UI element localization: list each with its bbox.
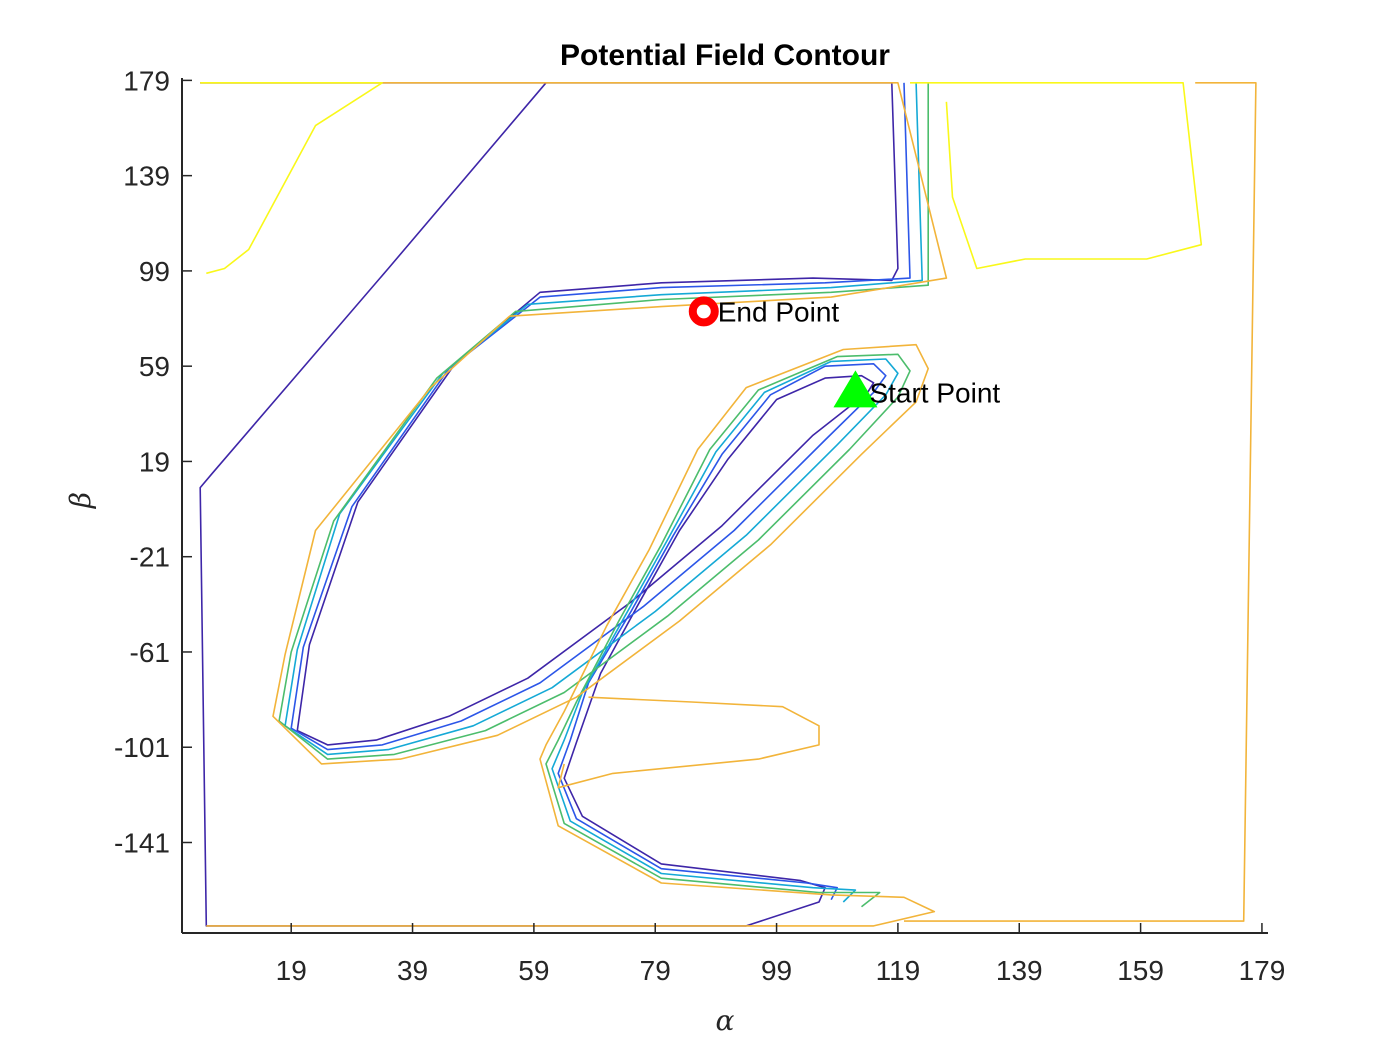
chart-title: Potential Field Contour xyxy=(560,39,890,72)
y-tick-label: 179 xyxy=(123,65,170,96)
contour-line-level-5 xyxy=(200,82,948,927)
start-point-marker xyxy=(833,370,878,408)
contour-line-level-3 xyxy=(284,82,924,903)
x-tick-label: 59 xyxy=(518,955,549,986)
end-point-marker xyxy=(688,296,719,327)
y-tick-label: -61 xyxy=(130,637,170,668)
x-tick-label: 159 xyxy=(1117,955,1164,986)
y-tick-label: 59 xyxy=(139,351,170,382)
markers: End Point Start Point xyxy=(688,296,1000,408)
end-point-label: End Point xyxy=(718,296,840,327)
axes xyxy=(181,78,1268,934)
contour-line-level-6 xyxy=(910,82,1203,270)
y-tick-label: 19 xyxy=(139,446,170,477)
x-tick-label: 179 xyxy=(1239,955,1286,986)
y-tick-label: 99 xyxy=(139,256,170,287)
y-tick-label: -141 xyxy=(114,827,170,858)
contour-line-level-2 xyxy=(290,82,911,901)
y-tick-label: -21 xyxy=(130,542,170,573)
y-axis-label: β xyxy=(64,492,97,509)
x-tick-label: 119 xyxy=(876,955,921,986)
contour-line-level-6 xyxy=(200,82,384,275)
x-tick-label: 79 xyxy=(640,955,671,986)
contour-line-level-5 xyxy=(557,696,820,789)
contour-lines xyxy=(199,82,1257,927)
y-ticks: 179 139 99 59 19 -21 -61 -101 -141 xyxy=(114,65,192,858)
contour-line-level-1 xyxy=(199,82,899,927)
contour-line-level-5 xyxy=(904,82,1257,922)
y-tick-label: 139 xyxy=(123,161,170,192)
x-axis-label: α xyxy=(716,1004,735,1037)
x-ticks: 19 39 59 79 99 119 139 159 179 xyxy=(276,923,1286,986)
start-point-label: Start Point xyxy=(869,377,1000,408)
x-tick-label: 139 xyxy=(996,955,1043,986)
x-tick-label: 39 xyxy=(397,955,428,986)
x-tick-label: 99 xyxy=(761,955,792,986)
x-tick-label: 19 xyxy=(276,955,307,986)
y-tick-label: -101 xyxy=(114,732,170,763)
